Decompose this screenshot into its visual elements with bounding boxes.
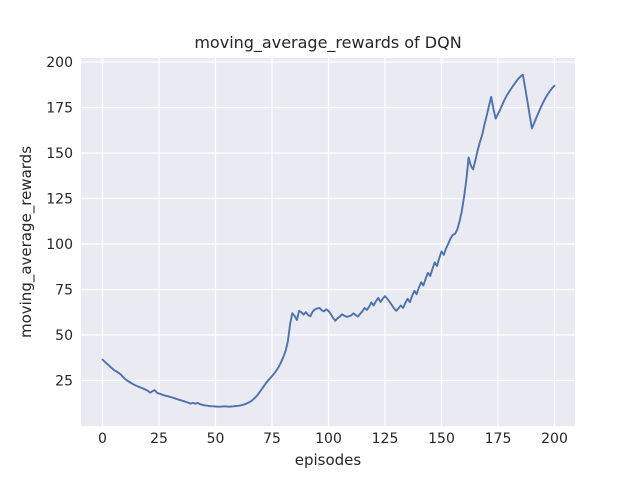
x-tick-label: 175 xyxy=(485,431,512,447)
y-axis-label: moving_average_rewards xyxy=(17,145,35,339)
x-tick-label: 0 xyxy=(98,431,107,447)
x-tick-label: 25 xyxy=(150,431,168,447)
y-tick-label: 100 xyxy=(46,237,73,253)
dqn-rewards-line xyxy=(101,73,556,408)
y-tick-label: 75 xyxy=(55,283,73,299)
x-tick-label: 50 xyxy=(207,431,225,447)
x-tick-label: 75 xyxy=(263,431,281,447)
x-tick-label: 150 xyxy=(428,431,455,447)
x-axis-label: episodes xyxy=(294,451,362,469)
y-tick-label: 50 xyxy=(55,328,73,344)
x-tick-label: 200 xyxy=(541,431,568,447)
chart-title: moving_average_rewards of DQN xyxy=(194,33,462,52)
y-tick-label: 25 xyxy=(55,374,73,390)
y-tick-label: 125 xyxy=(46,192,73,208)
x-tick-label: 125 xyxy=(372,431,399,447)
y-tick-label: 175 xyxy=(46,101,73,117)
y-tick-label: 150 xyxy=(46,146,73,162)
y-tick-label: 200 xyxy=(46,55,73,71)
x-tick-label: 100 xyxy=(315,431,342,447)
